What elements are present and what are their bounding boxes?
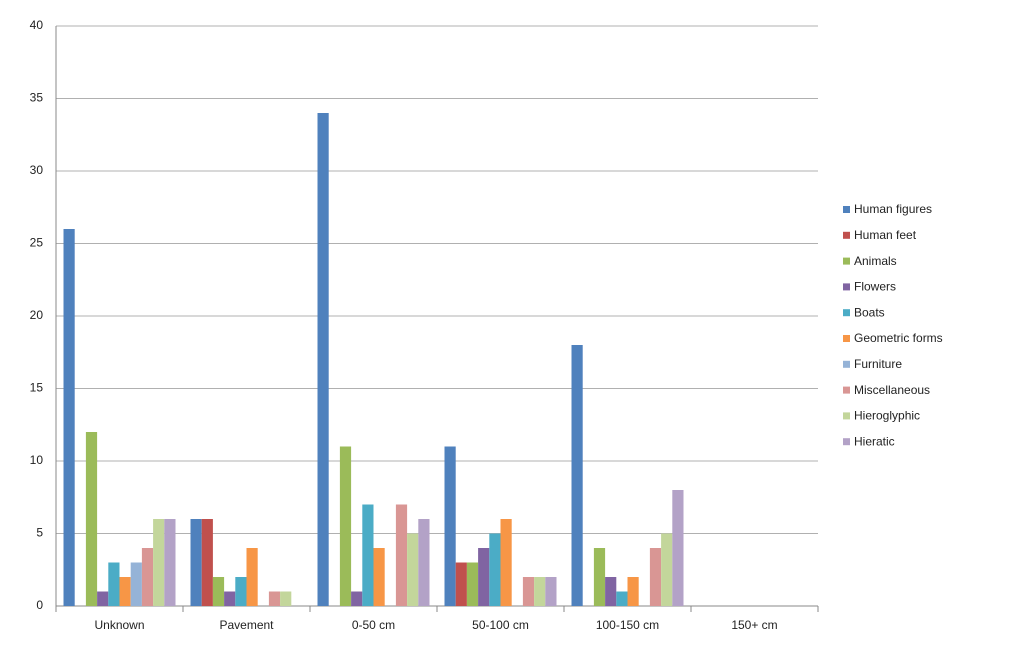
bar <box>317 113 329 606</box>
bar <box>224 591 236 606</box>
bar <box>201 519 213 606</box>
legend-swatch <box>843 438 850 446</box>
bar <box>649 548 662 606</box>
legend-label: Boats <box>854 305 885 319</box>
legend-swatch <box>843 257 850 265</box>
legend-label: Hieratic <box>854 434 895 448</box>
legend-swatch <box>843 309 850 317</box>
bar <box>130 562 142 606</box>
legend-label: Flowers <box>854 280 896 294</box>
legend-swatch <box>843 386 850 394</box>
bar <box>119 577 131 606</box>
bar <box>85 432 98 606</box>
bar <box>141 548 154 606</box>
bar <box>362 504 374 606</box>
bar <box>571 345 583 606</box>
bar <box>63 229 75 606</box>
x-tick-label: Unknown <box>94 618 144 632</box>
bar <box>395 504 408 606</box>
bar <box>545 577 557 606</box>
bar <box>407 533 419 606</box>
legend-label: Miscellaneous <box>854 383 930 397</box>
bar <box>455 562 467 606</box>
legend-label: Geometric forms <box>854 331 943 345</box>
x-tick-label: 100-150 cm <box>596 618 659 632</box>
bar <box>500 519 512 606</box>
x-tick-label: 150+ cm <box>731 618 777 632</box>
x-tick-label: 50-100 cm <box>472 618 529 632</box>
y-tick-label: 0 <box>36 598 43 612</box>
legend-swatch <box>843 335 850 342</box>
bar <box>212 577 225 606</box>
bar <box>190 519 202 606</box>
bar <box>593 548 606 606</box>
x-tick-label: 0-50 cm <box>352 618 395 632</box>
bar <box>280 591 292 606</box>
legend-swatch <box>843 231 850 239</box>
bar <box>351 591 363 606</box>
y-tick-label: 40 <box>30 18 44 32</box>
bar <box>489 533 501 606</box>
y-tick-label: 30 <box>30 163 44 177</box>
y-tick-label: 15 <box>30 381 44 395</box>
bar <box>627 577 639 606</box>
bar <box>522 577 535 606</box>
bar <box>466 562 479 606</box>
y-tick-label: 10 <box>30 453 44 467</box>
bar <box>672 490 684 606</box>
bar <box>661 533 673 606</box>
legend-label: Hieroglyphic <box>854 409 920 423</box>
legend-label: Human figures <box>854 202 932 216</box>
bar <box>235 577 247 606</box>
y-tick-label: 25 <box>30 236 44 250</box>
bar <box>153 519 165 606</box>
bar <box>97 591 109 606</box>
x-tick-label: Pavement <box>219 618 274 632</box>
legend-swatch <box>843 206 850 213</box>
legend-swatch <box>843 360 850 368</box>
bar <box>605 577 617 606</box>
legend-label: Animals <box>854 254 897 268</box>
bar <box>418 519 430 606</box>
bar <box>534 577 546 606</box>
bar <box>373 548 385 606</box>
bar <box>246 548 258 606</box>
y-tick-label: 20 <box>30 308 44 322</box>
legend-label: Human feet <box>854 228 917 242</box>
bar <box>478 548 490 606</box>
bar <box>164 519 176 606</box>
bar <box>339 446 352 606</box>
legend-swatch <box>843 412 850 420</box>
legend-swatch <box>843 283 850 291</box>
bar <box>268 591 281 606</box>
y-tick-label: 35 <box>30 91 44 105</box>
bar <box>108 562 120 606</box>
legend-label: Furniture <box>854 357 902 371</box>
y-tick-label: 5 <box>36 526 43 540</box>
bar <box>616 591 628 606</box>
bar <box>444 446 456 606</box>
